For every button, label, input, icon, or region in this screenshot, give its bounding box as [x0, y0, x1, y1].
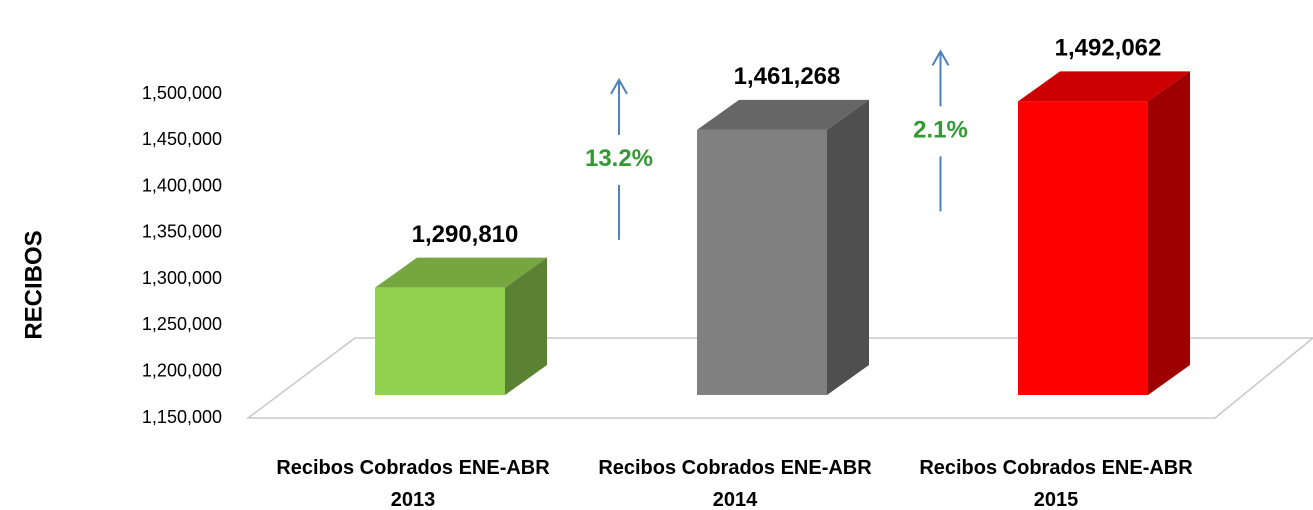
floor: [245, 337, 1313, 419]
y-tick-label: 1,150,000: [142, 407, 222, 427]
arrow-head: [610, 77, 628, 95]
bar-side: [505, 257, 547, 395]
bar: [1018, 101, 1148, 395]
value-label: 1,492,062: [1055, 35, 1162, 62]
x-tick-label: Recibos Cobrados ENE-ABR 2014: [598, 457, 872, 510]
arrow-head: [931, 49, 950, 66]
y-tick-label: 1,250,000: [142, 314, 222, 334]
annotation: 2.1%: [913, 117, 968, 144]
bar-top: [1018, 71, 1190, 102]
bar-side: [827, 99, 869, 395]
y-tick-label: 1,200,000: [142, 360, 222, 380]
y-axis-label: RECIBOS: [20, 230, 47, 339]
value-label: 1,461,268: [734, 63, 841, 90]
bar: [697, 129, 827, 395]
y-tick-label: 1,350,000: [142, 222, 222, 242]
y-tick-label: 1,500,000: [142, 83, 222, 103]
bar: [375, 287, 505, 395]
y-tick-label: 1,450,000: [142, 129, 222, 149]
annotation: 13.2%: [585, 145, 653, 172]
bar-side: [1148, 71, 1190, 395]
bar-top: [375, 257, 547, 288]
y-tick-label: 1,400,000: [142, 175, 222, 195]
value-label: 1,290,810: [412, 221, 519, 248]
bar-top: [697, 99, 869, 130]
y-tick-label: 1,300,000: [142, 268, 222, 288]
x-tick-label: Recibos Cobrados ENE-ABR 2013: [276, 457, 550, 510]
x-tick-label: Recibos Cobrados ENE-ABR 2015: [919, 457, 1193, 510]
